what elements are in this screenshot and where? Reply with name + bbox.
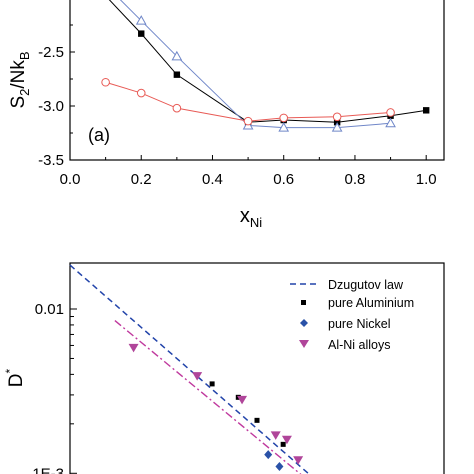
ylabel-nk: /Nk <box>8 60 29 89</box>
ylabel-d: D <box>6 373 27 387</box>
data-point <box>278 122 290 132</box>
data-point <box>386 108 395 117</box>
data-point <box>254 417 260 423</box>
legend: Dzugutov law pure Aluminium pure Nickel … <box>290 278 414 352</box>
data-point <box>138 30 145 37</box>
panel-a-label: (a) <box>88 125 110 145</box>
panel-b-frame <box>69 262 445 474</box>
series-line <box>108 0 427 123</box>
data-point <box>136 88 146 98</box>
legend-alloys-swatch <box>299 340 309 348</box>
panel-b-ylabel: D* <box>3 368 27 387</box>
data-point <box>331 122 343 132</box>
ylabel-s: S <box>8 96 29 109</box>
series-1 <box>119 0 396 132</box>
series-2 <box>101 77 395 126</box>
panel-a-series <box>101 0 430 132</box>
data-point <box>279 113 289 123</box>
data-point <box>209 381 215 387</box>
x-tick-label: 0.8 <box>345 171 366 188</box>
x-tick-label: 0.2 <box>131 171 152 188</box>
series-0 <box>108 0 430 126</box>
panel-b: 0.01 1E-3 D* Dzugutov law pure Aluminium … <box>3 262 445 474</box>
panel-a: 0.0 0.2 0.4 0.6 0.8 1.0 -2.5 -3.0 -3.5 (a) S2/Nk… <box>8 0 445 230</box>
x-tick-label: 0.6 <box>273 171 294 188</box>
x-tick-label: 0.0 <box>60 171 81 188</box>
data-point <box>385 117 396 128</box>
panel-a-ticks: 0.0 0.2 0.4 0.6 0.8 1.0 -2.5 -3.0 -3.5 <box>38 24 437 188</box>
x-tick-label: 1.0 <box>416 171 437 188</box>
panel-a-xlabel: xNi <box>240 205 262 230</box>
xlabel-sub: Ni <box>250 215 262 230</box>
panel-b-lines <box>69 264 311 474</box>
legend-alloys-label: Al-Ni alloys <box>328 338 391 352</box>
legend-nickel-label: pure Nickel <box>328 317 391 331</box>
y-tick-label: -3.0 <box>38 98 64 115</box>
legend-dzugutov-label: Dzugutov law <box>328 278 404 292</box>
series-pure-nickel <box>264 450 284 471</box>
dzugutov-line <box>69 264 311 474</box>
panel-b-ticks: 0.01 1E-3 <box>32 301 77 474</box>
data-point <box>172 103 182 113</box>
y-tick-label: 0.01 <box>35 301 64 318</box>
data-point <box>192 372 203 381</box>
xlabel-x: x <box>240 205 250 227</box>
panel-a-ylabel: S2/NkB <box>8 51 32 108</box>
data-point <box>135 15 147 25</box>
data-point <box>275 461 284 471</box>
ylabel-d-sup: * <box>3 368 17 373</box>
data-point <box>128 343 139 353</box>
y-tick-label: -2.5 <box>38 44 64 61</box>
data-point <box>101 77 110 87</box>
series-line <box>105 81 391 122</box>
x-tick-label: 0.4 <box>202 171 223 188</box>
data-point <box>332 112 342 122</box>
data-point <box>171 50 183 61</box>
ylabel-b-sub: B <box>17 51 32 60</box>
ylabel-s-sub: 2 <box>17 89 32 96</box>
data-point <box>281 435 292 445</box>
data-point <box>270 431 281 440</box>
series-al-ni-alloys <box>128 343 304 465</box>
y-tick-label: -3.5 <box>38 152 64 169</box>
legend-aluminium-swatch <box>301 300 306 305</box>
data-point <box>422 107 430 114</box>
data-point <box>264 450 273 460</box>
panel-b-points <box>128 343 304 471</box>
y-tick-label: 1E-3 <box>32 465 64 474</box>
panel-a-frame <box>69 0 445 161</box>
alloy-fit-line <box>114 320 302 474</box>
series-line <box>119 0 391 129</box>
data-point <box>173 71 181 78</box>
data-point <box>293 456 304 465</box>
legend-nickel-swatch <box>300 319 308 327</box>
data-point <box>237 395 248 405</box>
data-point <box>243 116 253 126</box>
data-point <box>280 441 286 447</box>
legend-aluminium-label: pure Aluminium <box>328 296 414 310</box>
